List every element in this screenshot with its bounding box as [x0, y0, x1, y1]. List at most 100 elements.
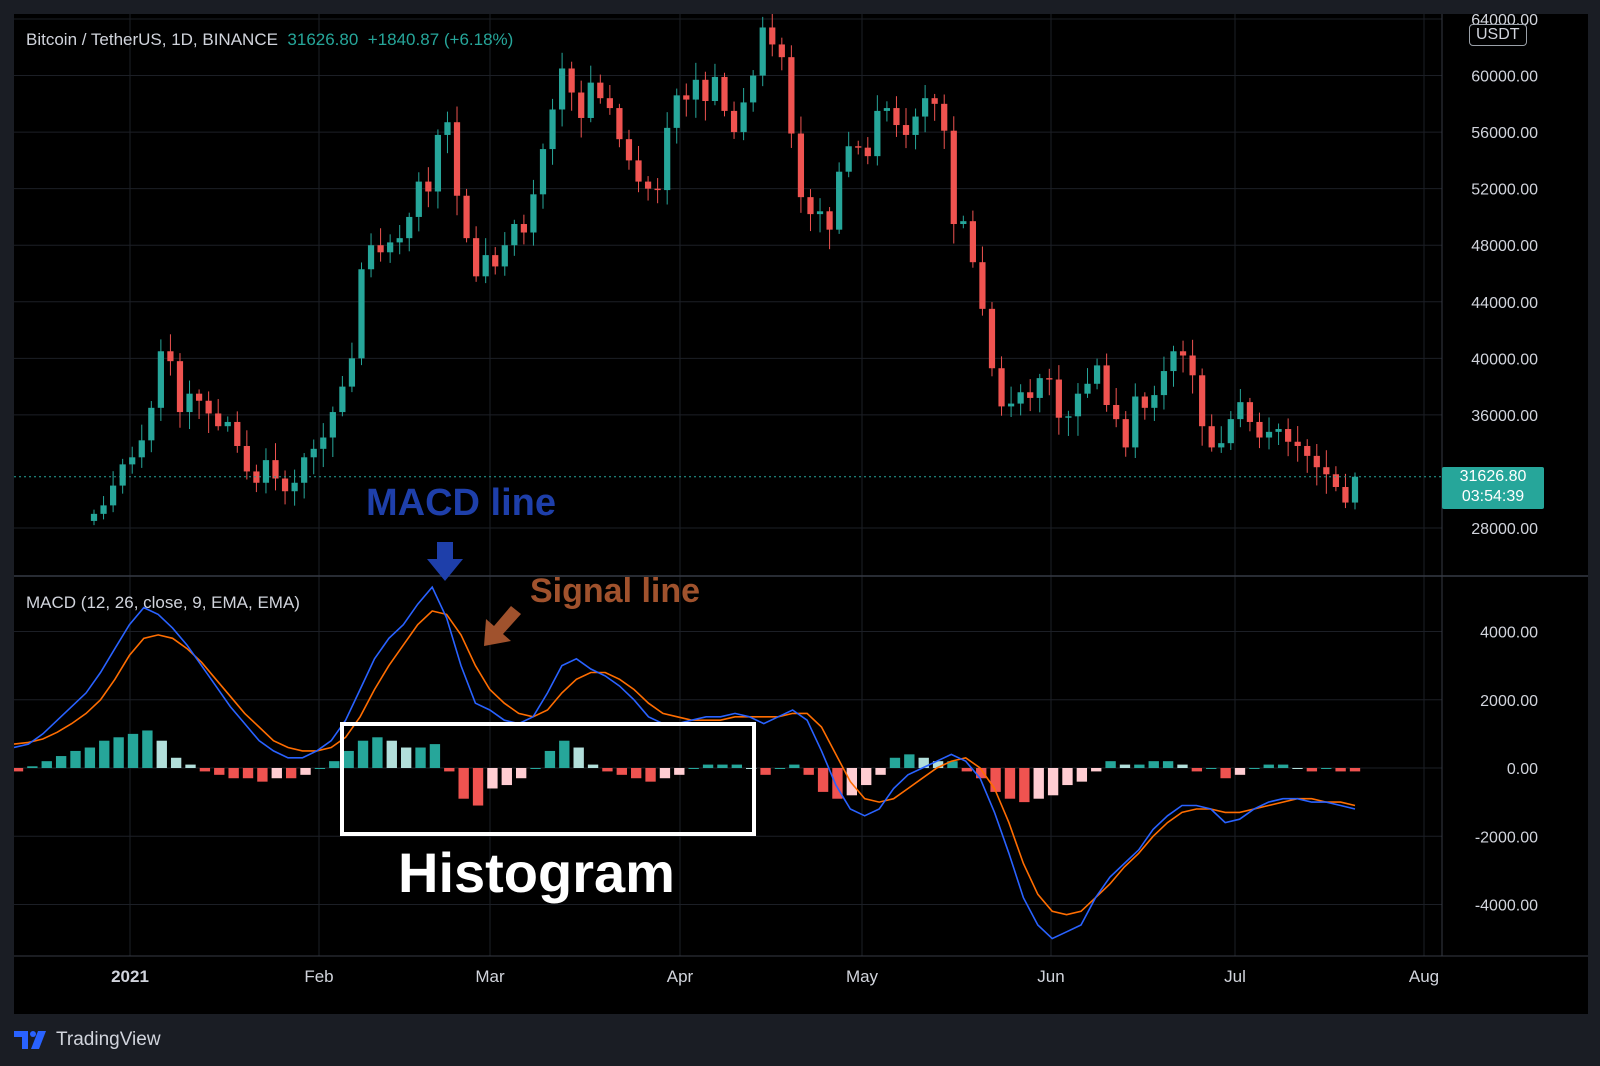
time-axis-tick-label: Jul [1224, 967, 1246, 986]
histogram-bar [314, 768, 326, 769]
currency-badge[interactable]: USDT [1469, 24, 1527, 46]
candle-body [625, 139, 633, 161]
price-axis-tick-label: 56000.00 [1471, 125, 1538, 142]
price-axis-tick-label: 28000.00 [1471, 521, 1538, 538]
time-axis-tick-label: Aug [1409, 967, 1439, 986]
candle-body [1122, 419, 1129, 448]
candle-body [902, 125, 910, 135]
macd-axis-tick-label: -4000.00 [1475, 898, 1538, 915]
macd-axis-tick-label: 0.00 [1507, 761, 1538, 778]
histogram-bar [631, 768, 642, 779]
histogram-bar [875, 768, 886, 775]
candle-body [167, 351, 174, 362]
candle-body [836, 171, 843, 230]
candle-body [348, 358, 356, 387]
chart-header: Bitcoin / TetherUS, 1D, BINANCE 31626.80… [26, 30, 513, 50]
histogram-bar [731, 764, 742, 768]
candle-body [444, 122, 451, 135]
histogram-bar [127, 733, 139, 768]
candle-body [463, 195, 470, 239]
candle-body [1275, 429, 1282, 432]
candle-body [864, 147, 871, 157]
histogram-bar [343, 750, 354, 768]
candle-body [788, 57, 795, 134]
candle-body [549, 109, 556, 150]
candle-body [482, 255, 489, 277]
histogram-bar [501, 768, 512, 786]
histogram-bar [587, 764, 599, 768]
candle-body [205, 400, 212, 414]
candle-body [635, 160, 642, 182]
candle-body [1256, 421, 1263, 438]
candle-body [310, 448, 317, 458]
candle-body [1332, 474, 1339, 487]
histogram-bar [458, 768, 469, 799]
histogram-bar [616, 768, 627, 775]
candle-body [1113, 404, 1120, 420]
candle-body [721, 76, 728, 111]
indicator-label[interactable]: MACD (12, 26, close, 9, EMA, EMA) [26, 593, 300, 612]
histogram-bar [602, 768, 613, 772]
histogram-bar [803, 768, 814, 775]
candle-body [339, 386, 346, 413]
candle-body [1007, 403, 1015, 407]
histogram-bar [659, 768, 671, 779]
symbol-label: Bitcoin / TetherUS, 1D, BINANCE [26, 30, 278, 49]
price-axis-tick-label: 44000.00 [1471, 295, 1538, 312]
candle-body [855, 146, 862, 148]
candle-body [558, 68, 566, 110]
candle-body [807, 197, 814, 215]
histogram-bar [1062, 768, 1073, 786]
histogram-bar [156, 740, 167, 768]
candle-body [473, 238, 480, 277]
histogram-bar [429, 744, 441, 768]
candle-body [730, 110, 738, 133]
histogram-bar [1306, 768, 1318, 772]
candle-body [778, 44, 785, 58]
candle-body [597, 82, 604, 99]
histogram-bar [1134, 764, 1145, 768]
histogram-bar [1263, 764, 1274, 768]
candle-body [1103, 365, 1110, 405]
histogram-bar [285, 768, 297, 779]
candle-body [702, 79, 709, 102]
histogram-bar [329, 761, 340, 768]
candle-body [616, 108, 623, 140]
candle-body [644, 181, 652, 189]
candle-body [1074, 393, 1082, 417]
candle-body [358, 269, 365, 359]
candle-body [1265, 431, 1273, 438]
histogram-highlight-box [340, 722, 756, 836]
histogram-bar [990, 768, 1001, 792]
candle-body [1342, 486, 1349, 503]
last-price-label: 31626.80 [287, 30, 359, 49]
chart-canvas[interactable]: 64000.0060000.0056000.0052000.0048000.00… [14, 14, 1588, 1014]
candle-body [243, 445, 250, 472]
candle-body [1141, 396, 1148, 408]
time-axis-tick-label: 2021 [111, 967, 149, 986]
histogram-bar [300, 768, 311, 775]
histogram-bar [444, 768, 455, 772]
candle-body [816, 211, 824, 215]
candle-body [224, 421, 231, 427]
histogram-bar [530, 768, 541, 769]
candle-body [845, 146, 852, 172]
candle-body [711, 76, 719, 102]
histogram-bar [142, 730, 153, 768]
signal-line-annotation: Signal line [530, 572, 701, 610]
histogram-bar [1119, 764, 1131, 768]
candle-body [186, 393, 193, 413]
candle-body [1294, 441, 1301, 446]
candle-body [281, 478, 289, 492]
time-axis-tick-label: Apr [667, 967, 694, 986]
candle-body [262, 460, 270, 483]
macd-axis-tick-label: -2000.00 [1475, 829, 1538, 846]
histogram-bar [357, 740, 369, 768]
histogram-bar [386, 740, 397, 768]
brand-name[interactable]: TradingView [56, 1029, 161, 1050]
candle-body [1351, 476, 1359, 503]
histogram-bar [1321, 768, 1332, 769]
footer: TradingView [14, 1020, 161, 1060]
histogram-bar [760, 768, 771, 775]
candle-body [1151, 395, 1158, 408]
